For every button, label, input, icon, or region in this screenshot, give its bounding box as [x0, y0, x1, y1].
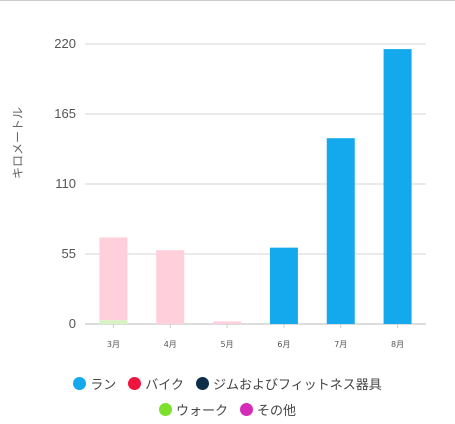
- x-axis-ticks: 3月 4月 5月 6月 7月 8月: [107, 324, 404, 349]
- legend-item[interactable]: ラン: [73, 374, 116, 393]
- legend-swatch: [128, 376, 142, 390]
- legend-label: ラン: [90, 377, 117, 393]
- legend-item[interactable]: バイク: [128, 374, 184, 393]
- bars: [99, 49, 412, 324]
- x-tick-label: 7月: [334, 340, 347, 349]
- bar-ウォーク-3月[interactable]: [99, 320, 128, 324]
- y-tick-label: 220: [54, 36, 76, 51]
- bar-chart: 0 55 110 165 220 3月 4月 5月 6月 7月 8月 キロメートル: [11, 36, 426, 349]
- y-tick-label: 55: [62, 246, 76, 261]
- bar-その他-5月[interactable]: [213, 321, 242, 324]
- x-tick-label: 8月: [391, 340, 404, 349]
- y-tick-label: 110: [55, 176, 76, 191]
- bar-その他-4月[interactable]: [156, 250, 185, 324]
- legend-item[interactable]: その他: [240, 400, 296, 419]
- legend-swatch: [158, 402, 172, 416]
- bar-ラン-8月[interactable]: [383, 49, 412, 324]
- legend-row: ウォーク その他: [0, 398, 455, 420]
- legend-label: ウォーク: [175, 403, 228, 419]
- y-axis-title: キロメートル: [11, 107, 25, 179]
- grid-lines: [85, 43, 426, 325]
- legend-swatch: [196, 376, 209, 390]
- y-tick-label: 165: [54, 106, 76, 121]
- legend-item[interactable]: ジムおよびフィットネス器具: [196, 374, 382, 393]
- x-tick-label: 6月: [277, 340, 290, 349]
- legend-item[interactable]: ウォーク: [158, 400, 228, 419]
- y-tick-label: 0: [69, 316, 76, 331]
- legend: ラン バイク ジムおよびフィットネス器具 ウォーク その他: [0, 372, 455, 424]
- legend-label: ジムおよびフィットネス器具: [213, 377, 382, 393]
- bar-ラン-7月[interactable]: [326, 138, 355, 324]
- legend-swatch: [240, 402, 253, 416]
- top-divider: [0, 0, 455, 1]
- bar-その他-3月[interactable]: [99, 237, 128, 321]
- x-tick-label: 4月: [164, 340, 177, 349]
- legend-label: バイク: [145, 377, 184, 393]
- x-tick-label: 5月: [221, 340, 234, 349]
- x-tick-label: 3月: [107, 340, 120, 349]
- bar-ラン-6月[interactable]: [269, 247, 298, 324]
- legend-row: ラン バイク ジムおよびフィットネス器具: [0, 372, 455, 394]
- legend-label: その他: [257, 403, 297, 419]
- legend-swatch: [73, 376, 87, 390]
- y-axis-ticks: 0 55 110 165 220: [54, 36, 76, 331]
